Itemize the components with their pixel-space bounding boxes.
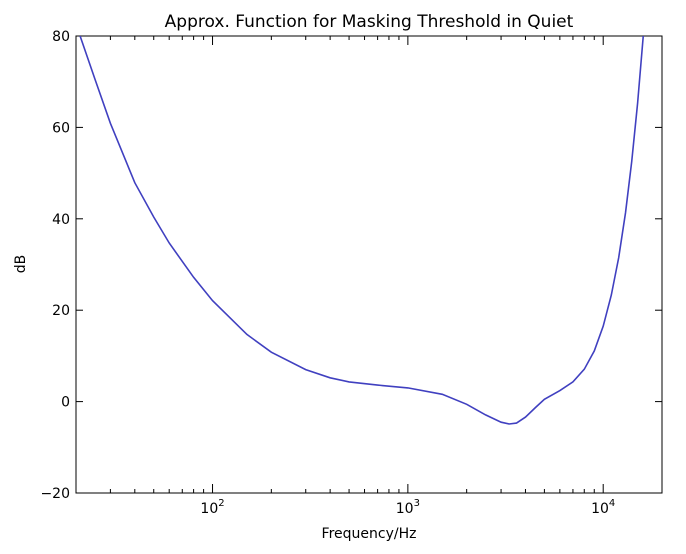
x-tick-base: 10 — [200, 501, 218, 517]
chart-title: Approx. Function for Masking Threshold i… — [165, 12, 574, 32]
x-axis-label: Frequency/Hz — [322, 526, 417, 542]
threshold-curve — [79, 36, 645, 425]
y-tick-label: −20 — [40, 486, 70, 502]
x-tick-exponent: 2 — [218, 498, 224, 509]
y-axis: −20 0 20 40 60 80 — [40, 29, 662, 502]
y-tick-label: 20 — [52, 303, 70, 319]
y-axis-label: dB — [13, 255, 29, 274]
x-tick-label: 104 — [591, 498, 615, 517]
x-tick-base: 10 — [591, 501, 609, 517]
y-tick-label: 0 — [61, 395, 70, 411]
x-tick-exponent: 4 — [609, 498, 615, 509]
x-axis: 102 103 104 — [200, 36, 615, 517]
y-tick-label: 80 — [52, 29, 70, 45]
x-tick-label: 103 — [396, 498, 420, 517]
plot-frame — [75, 35, 663, 494]
x-tick-base: 10 — [396, 501, 414, 517]
x-tick-label: 102 — [200, 498, 224, 517]
y-tick-label: 40 — [52, 212, 70, 228]
x-minor-ticks — [75, 36, 663, 493]
x-tick-exponent: 3 — [414, 498, 420, 509]
y-tick-label: 60 — [52, 120, 70, 136]
